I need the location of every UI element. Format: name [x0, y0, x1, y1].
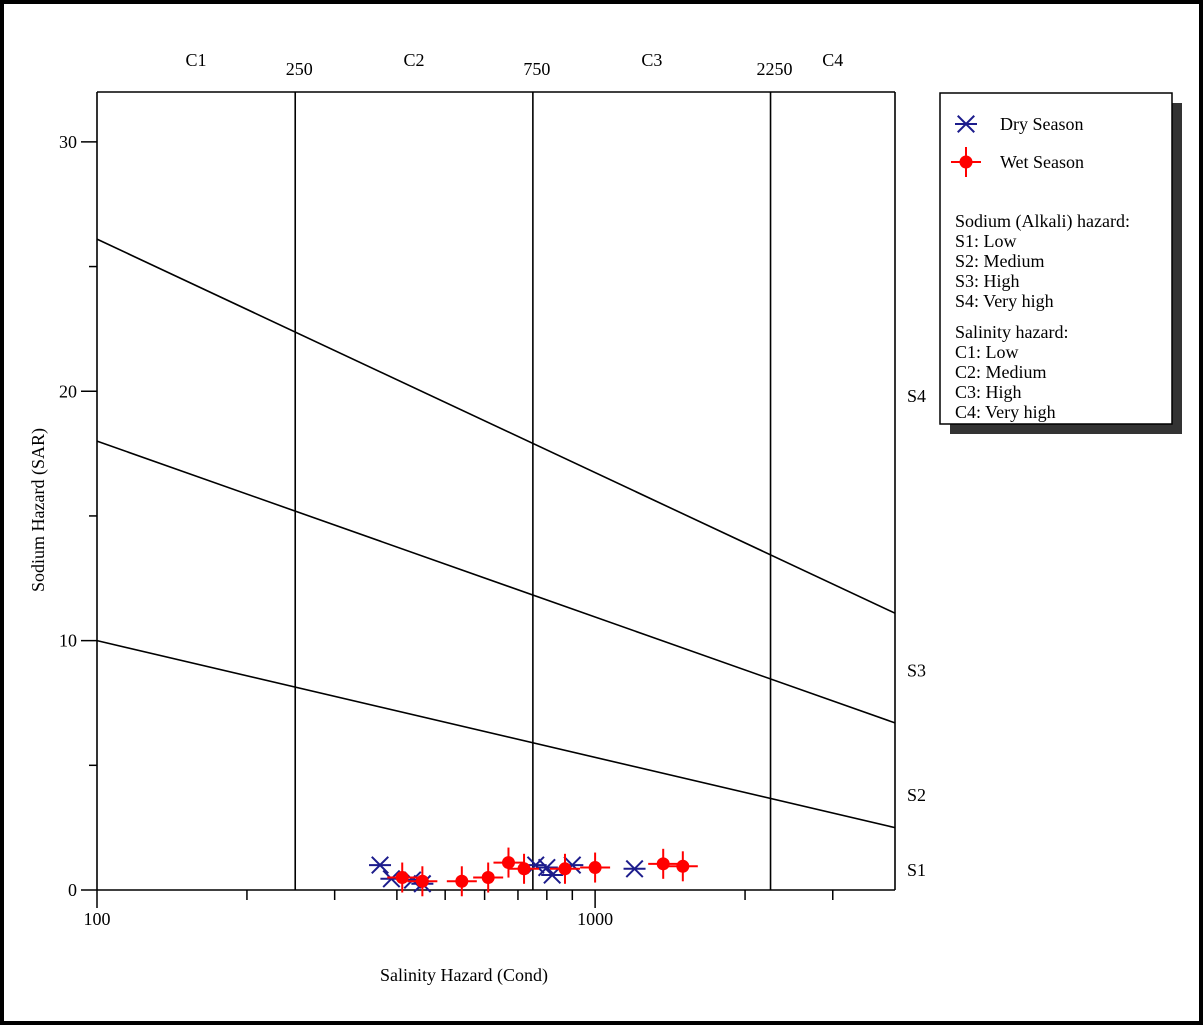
sodium-zone-label: S1 [907, 860, 926, 880]
asterisk-stroke [371, 856, 389, 875]
marker-dot [415, 874, 429, 888]
asterisk-stroke [625, 859, 644, 878]
asterisk-stroke [537, 858, 556, 877]
salinity-zone-label: C4 [822, 50, 843, 70]
y-tick-label: 0 [68, 880, 77, 900]
wet-season-point [509, 853, 540, 884]
marker-dot [676, 859, 690, 873]
wet-season-point [493, 847, 524, 878]
legend-box [939, 92, 1173, 425]
marker-dot [481, 871, 495, 885]
legend-salinity-item: C1: Low [955, 342, 1019, 362]
marker-dot [558, 862, 572, 876]
x-tick-label: 1000 [577, 909, 613, 929]
y-tick-label: 30 [59, 132, 77, 152]
legend-salinity-item: C2: Medium [955, 362, 1047, 382]
wet-season-point [446, 866, 477, 897]
asterisk-stroke [382, 869, 401, 888]
marker-dot [395, 871, 409, 885]
dry-season-point [369, 856, 392, 875]
wet-season-point [667, 851, 698, 882]
sodium-boundary-lines [96, 238, 896, 829]
salinity-boundary-label: 2250 [757, 59, 793, 79]
sodium-zone-label: S4 [907, 386, 926, 406]
x-axis-ticks: 100 1000 [84, 890, 834, 929]
salinity-zone-label: C1 [185, 50, 206, 70]
wet-season-point [407, 866, 438, 897]
legend-sodium-item: S2: Medium [955, 251, 1045, 271]
sodium-boundary-line [96, 238, 896, 614]
legend-salinity-item: C4: Very high [955, 402, 1056, 422]
salinity-boundary-lines [294, 92, 772, 890]
salinity-zone-label: C3 [641, 50, 662, 70]
marker-dot [501, 856, 515, 870]
legend-sodium-item: S1: Low [955, 231, 1017, 251]
x-tick-label: 100 [84, 909, 111, 929]
wet-season-point [549, 853, 580, 884]
data-points [369, 847, 698, 897]
plot-axes [96, 91, 896, 891]
legend-dry-marker [955, 115, 977, 133]
x-axis-title: Salinity Hazard (Cond) [380, 965, 548, 986]
y-tick-label: 20 [59, 381, 77, 401]
marker-dot [517, 862, 531, 876]
marker-dot [588, 861, 602, 875]
legend: Dry Season Wet Season Sodium (Alkali) haz… [939, 92, 1182, 434]
salinity-boundary-label: 750 [523, 59, 550, 79]
dry-season-point [535, 858, 558, 877]
legend-salinity-item: C3: High [955, 382, 1022, 402]
legend-series-label: Wet Season [1000, 152, 1084, 172]
y-axis-ticks: 0 10 20 30 [59, 132, 97, 900]
wet-season-point [387, 862, 418, 893]
legend-sodium-item: S4: Very high [955, 291, 1054, 311]
sodium-zone-label: S3 [907, 661, 926, 681]
legend-sodium-title: Sodium (Alkali) hazard: [955, 211, 1130, 232]
legend-series-label: Dry Season [1000, 114, 1084, 134]
wet-season-point [473, 862, 504, 893]
dry-season-point [623, 859, 646, 878]
marker-dot [959, 155, 973, 169]
salinity-zone-label: C2 [404, 50, 425, 70]
sodium-boundary-line [96, 440, 896, 724]
legend-salinity-title: Salinity hazard: [955, 322, 1068, 342]
asterisk-stroke [403, 871, 422, 889]
marker-dot [455, 874, 469, 888]
salinity-boundary-label: 250 [286, 59, 313, 79]
y-tick-label: 10 [59, 631, 77, 651]
sodium-zone-labels: S1 S2 S3 S4 [907, 386, 926, 880]
legend-wet-marker [951, 147, 981, 177]
wet-season-point [648, 848, 679, 879]
legend-entries: Dry Season Wet Season [951, 114, 1084, 177]
salinity-zone-labels: 250 750 2250 C1 C2 C3 C4 [185, 50, 843, 79]
asterisk-stroke [957, 115, 975, 133]
wet-season-point [580, 852, 611, 883]
legend-sodium-item: S3: High [955, 271, 1020, 291]
sodium-zone-label: S2 [907, 785, 926, 805]
marker-dot [656, 857, 670, 871]
y-axis-title: Sodium Hazard (SAR) [28, 428, 49, 592]
sodium-boundary-line [96, 639, 896, 829]
